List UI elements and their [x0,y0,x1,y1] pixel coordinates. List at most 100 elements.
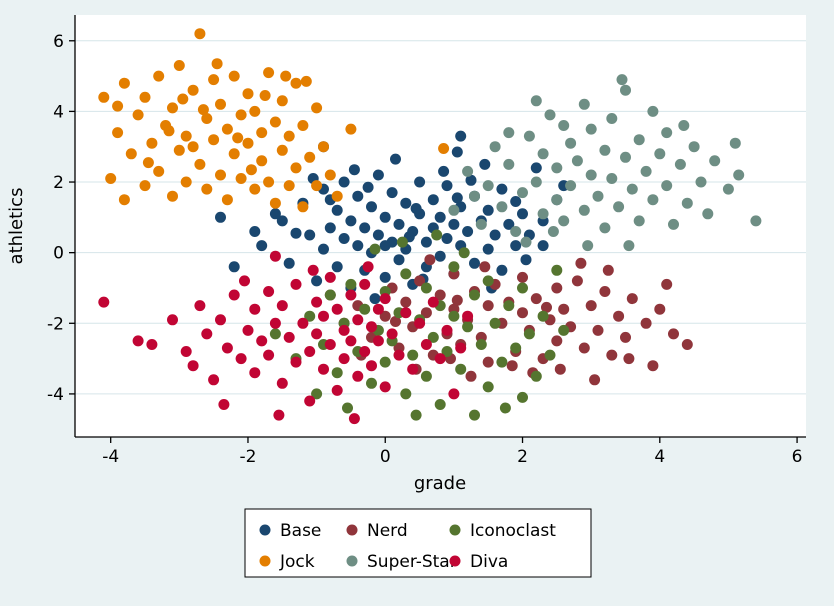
data-point [177,93,189,105]
data-point [668,218,679,230]
data-point [345,278,357,290]
data-point [640,317,652,329]
data-point [352,314,364,326]
data-point [366,201,377,213]
data-point [276,215,288,227]
data-point [249,226,261,237]
data-point [276,377,288,389]
data-point [187,360,199,372]
data-point [276,95,288,107]
data-point [633,215,645,227]
data-point [318,141,329,153]
data-point [263,286,275,297]
data-point [517,271,528,283]
data-point [661,278,673,290]
data-point [311,296,323,308]
data-point [304,229,316,241]
data-point [331,204,343,216]
data-point [589,374,601,386]
data-point [228,289,240,301]
data-point [352,370,364,382]
x-tick-label: 4 [654,447,665,467]
data-point [420,282,432,294]
data-point [221,342,233,354]
data-point [366,360,377,372]
data-point [551,264,563,276]
data-point [537,148,549,160]
data-point [469,257,480,269]
data-point [702,208,714,220]
data-point [211,58,223,70]
data-point [297,317,309,329]
data-point [221,194,233,206]
data-point [613,310,625,322]
data-points [98,28,762,425]
legend-label: Iconoclast [470,521,556,541]
data-point [448,204,460,216]
data-point [458,247,470,259]
data-point [571,275,583,287]
data-point [647,194,659,206]
data-point [283,331,295,343]
data-point [345,123,357,135]
data-point [455,363,467,375]
legend-item-jock: Jock [259,552,315,572]
data-point [218,399,230,410]
data-point [242,88,254,100]
tick-labels: -4 -2 0 2 4 6 -4 -2 0 2 4 6 [47,32,802,467]
data-point [482,381,494,393]
data-point [400,296,412,308]
data-point [688,141,700,153]
data-point [342,402,353,414]
data-point [242,324,254,336]
data-point [139,180,151,192]
data-point [283,130,295,142]
data-point [441,180,453,192]
data-point [414,176,426,188]
data-point [496,264,508,276]
data-point [359,303,371,315]
data-point [565,180,577,192]
data-point [372,229,384,241]
data-point [297,120,309,131]
legend-swatch-jock [259,555,271,567]
data-point [304,310,316,322]
data-point [503,300,515,312]
legend-label: Base [280,521,321,541]
legend-swatch-base [259,524,271,536]
data-point [578,342,590,354]
data-point [366,377,377,389]
data-point [146,137,158,149]
data-point [434,399,446,410]
data-point [469,409,480,421]
data-point [551,162,563,174]
data-point [393,349,405,361]
data-point [276,144,288,156]
data-point [434,289,446,301]
data-point [249,303,261,315]
data-point [558,324,570,336]
series-diva [98,250,474,425]
data-point [420,339,432,350]
data-point [269,116,281,128]
data-point [338,353,350,365]
y-tick-label: 2 [53,173,64,193]
data-point [331,303,343,315]
data-point [379,356,391,368]
data-point [462,321,474,333]
data-point [215,98,226,110]
data-point [194,158,206,170]
data-point [276,300,288,312]
data-point [465,174,477,186]
data-point [324,289,336,301]
data-point [496,183,508,195]
data-point [153,165,165,177]
data-point [142,157,154,169]
data-point [520,254,532,266]
data-point [537,310,549,322]
data-point [414,275,426,287]
y-tick-label: 4 [53,102,64,122]
data-point [208,134,220,146]
data-point [510,240,522,252]
data-point [163,125,175,137]
